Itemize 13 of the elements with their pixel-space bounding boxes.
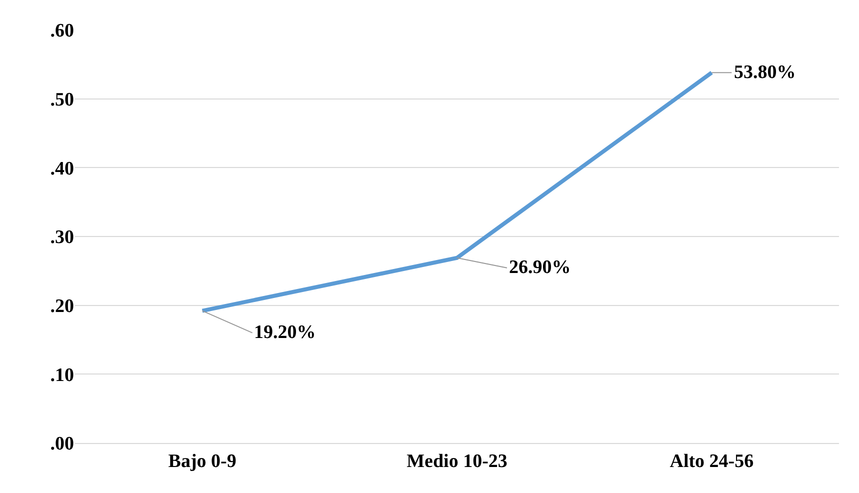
data-label: 19.20% [254, 322, 316, 343]
y-tick-label: .10 [50, 364, 74, 386]
y-tick-label: .40 [50, 158, 74, 180]
data-label: 26.90% [509, 257, 571, 278]
y-tick-label: .20 [50, 296, 74, 317]
x-tick-label: Bajo 0-9 [168, 450, 236, 472]
y-tick-label: .30 [50, 227, 74, 248]
x-tick-label: Medio 10-23 [406, 450, 508, 472]
y-tick-label: .60 [50, 20, 74, 42]
data-label: 53.80% [734, 62, 796, 83]
y-tick-label: .50 [50, 89, 74, 110]
x-tick-label: Alto 24-56 [670, 450, 754, 472]
y-tick-label: .00 [50, 434, 74, 455]
